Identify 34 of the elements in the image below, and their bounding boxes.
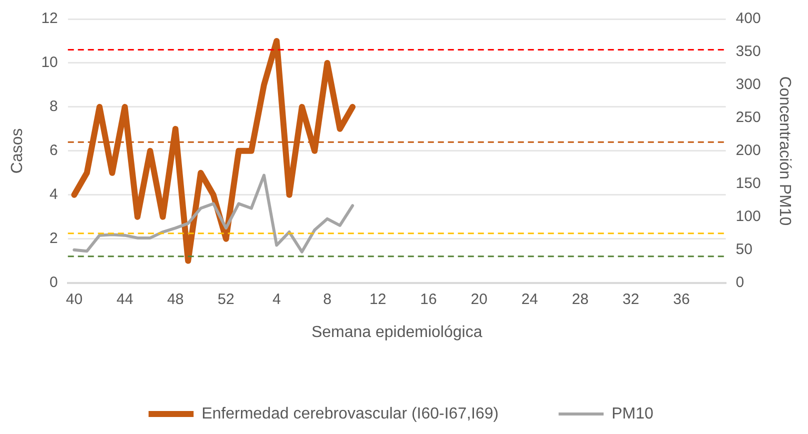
y2-tick-label: 100: [736, 208, 761, 225]
y2-tick-label: 250: [736, 109, 761, 126]
y-tick-label: 12: [41, 10, 58, 28]
y2-tick-label: 200: [736, 142, 761, 160]
y2-axis-title: Concentración PM10: [776, 76, 793, 226]
y-tick-label: 0: [50, 274, 58, 291]
y-axis-title: Casos: [9, 128, 26, 174]
x-axis-title: Semana epidemiológica: [311, 324, 482, 341]
y2-tick-label: 350: [736, 43, 761, 60]
x-tick-label: 16: [420, 290, 437, 308]
x-tick-label: 48: [167, 290, 184, 308]
y-tick-label: 8: [50, 98, 58, 116]
x-tick-label: 44: [116, 290, 134, 308]
y-tick-label: 2: [50, 230, 58, 247]
x-tick-label: 36: [673, 290, 690, 308]
x-tick-label: 52: [218, 290, 234, 308]
x-tick-label: 32: [622, 290, 640, 308]
y2-tick-label: 150: [736, 175, 761, 192]
legend-label: PM10: [612, 405, 654, 422]
x-tick-label: 40: [66, 290, 83, 308]
x-tick-label: 12: [370, 290, 386, 308]
x-tick-label: 4: [272, 290, 281, 308]
x-tick-label: 8: [323, 290, 332, 308]
y2-tick-label: 400: [736, 10, 761, 28]
legend-label: Enfermedad cerebrovascular (I60-I67,I69): [202, 405, 499, 422]
y-tick-label: 10: [41, 54, 58, 72]
y-tick-label: 4: [50, 186, 58, 204]
y-tick-label: 6: [50, 142, 58, 160]
y2-tick-label: 300: [736, 76, 761, 94]
x-tick-label: 28: [572, 290, 589, 308]
x-tick-label: 24: [521, 290, 538, 308]
y2-tick-label: 0: [736, 274, 744, 291]
y2-tick-label: 50: [736, 240, 752, 258]
x-tick-label: 20: [470, 290, 488, 308]
